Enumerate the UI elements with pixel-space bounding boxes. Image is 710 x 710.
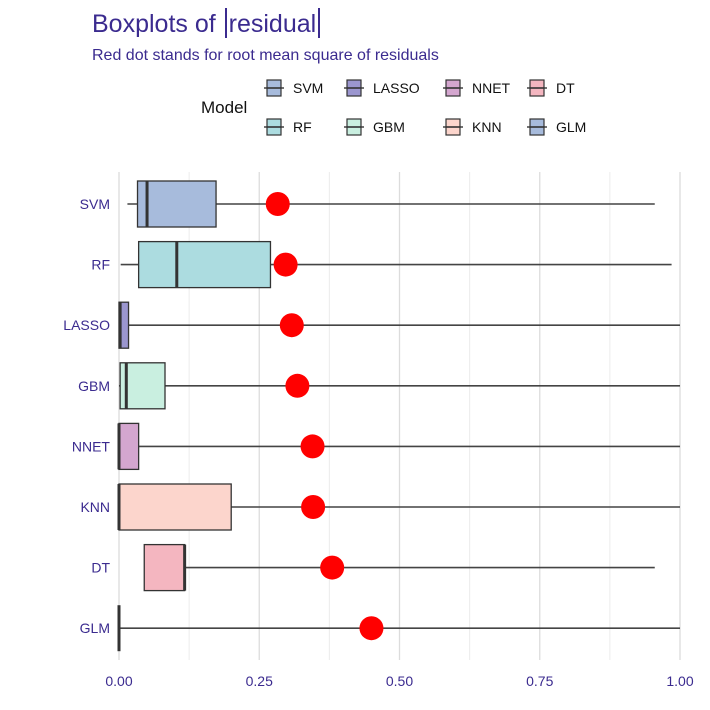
y-tick-label: SVM xyxy=(80,196,110,212)
rmse-dot xyxy=(300,434,325,459)
legend-label: SVM xyxy=(293,80,324,96)
title-variable: residual xyxy=(228,10,317,38)
legend-item-lasso: LASSO xyxy=(343,78,420,98)
legend-key xyxy=(344,118,364,136)
y-tick-label: KNN xyxy=(80,499,110,515)
legend-item-rf: RF xyxy=(263,117,312,137)
cursor-bar-left xyxy=(224,8,227,38)
rmse-dot xyxy=(359,616,384,641)
rmse-dot xyxy=(320,555,345,580)
legend-key xyxy=(443,118,463,136)
rmse-dot xyxy=(273,252,298,277)
legend-label: KNN xyxy=(472,119,502,135)
legend-key xyxy=(443,79,463,97)
y-tick-label: DT xyxy=(91,560,110,576)
legend-label: GLM xyxy=(556,119,587,135)
x-tick-label: 1.00 xyxy=(666,673,693,689)
legend-key xyxy=(527,118,547,136)
legend-key xyxy=(264,79,284,97)
rmse-dot xyxy=(265,192,290,216)
legend-label: RF xyxy=(293,119,312,135)
rmse-dot xyxy=(279,313,304,338)
x-tick-label: 0.00 xyxy=(105,673,132,689)
rmse-dot xyxy=(285,373,310,398)
cursor-bar-right xyxy=(318,8,321,38)
legend-key xyxy=(264,118,284,136)
y-tick-label: RF xyxy=(91,257,110,273)
legend-title: Model xyxy=(201,98,248,117)
box-svm xyxy=(136,180,217,228)
y-tick-label: GLM xyxy=(80,620,110,636)
chart-title: Boxplots of residual xyxy=(92,8,322,39)
legend-item-gbm: GBM xyxy=(343,117,405,137)
legend-label: NNET xyxy=(472,80,511,96)
rmse-dot xyxy=(301,495,326,519)
y-tick-label: NNET xyxy=(72,438,111,454)
x-tick-label: 0.50 xyxy=(386,673,413,689)
y-tick-label: LASSO xyxy=(63,317,110,333)
legend-item-dt: DT xyxy=(526,78,575,98)
legend-label: GBM xyxy=(373,119,405,135)
x-tick-label: 0.25 xyxy=(246,673,273,689)
legend-item-svm: SVM xyxy=(263,78,323,98)
legend-item-knn: KNN xyxy=(442,117,502,137)
title-prefix: Boxplots of xyxy=(92,10,223,38)
legend-item-glm: GLM xyxy=(526,117,586,137)
box-knn xyxy=(118,483,232,531)
chart-subtitle: Red dot stands for root mean square of r… xyxy=(92,47,439,64)
box-nnet xyxy=(118,422,140,471)
box-rf xyxy=(137,240,272,289)
x-tick-label: 0.75 xyxy=(526,673,553,689)
legend-key xyxy=(344,79,364,97)
legend-label: LASSO xyxy=(373,80,420,96)
legend-label: DT xyxy=(556,80,575,96)
legend-item-nnet: NNET xyxy=(442,78,510,98)
y-tick-label: GBM xyxy=(78,378,110,394)
legend-key xyxy=(527,79,547,97)
box-dt xyxy=(143,543,186,592)
